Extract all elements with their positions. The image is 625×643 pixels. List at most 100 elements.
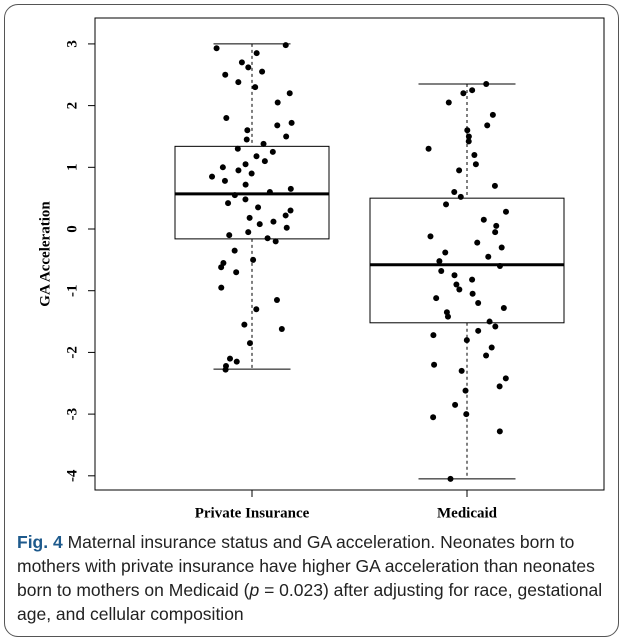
data-point (231, 247, 238, 254)
data-point (282, 212, 289, 219)
data-point (474, 239, 481, 246)
y-tick-label: -3 (64, 408, 80, 421)
data-point (492, 323, 499, 330)
y-tick-label: 2 (64, 102, 80, 110)
data-point (465, 133, 472, 140)
data-point (231, 192, 238, 199)
data-point (261, 158, 268, 165)
data-point (496, 428, 503, 435)
data-point (488, 344, 495, 351)
caption-label: Fig. 4 (17, 532, 63, 552)
caption-text: Maternal insurance status and GA acceler… (17, 532, 595, 600)
data-point (282, 42, 289, 49)
data-point (287, 207, 294, 214)
data-point (431, 361, 438, 368)
data-point (483, 81, 490, 88)
data-point (462, 387, 469, 394)
data-point (475, 300, 482, 307)
data-point (283, 133, 290, 140)
data-point (484, 122, 491, 129)
data-point (245, 64, 252, 71)
data-point (443, 201, 450, 208)
data-point (242, 161, 249, 168)
data-point (233, 269, 240, 276)
data-point (486, 318, 493, 325)
data-point (469, 276, 476, 283)
data-point (235, 167, 242, 174)
y-tick-label: 3 (64, 40, 80, 48)
data-point (457, 193, 464, 200)
data-point (209, 173, 216, 180)
data-point (233, 358, 240, 365)
data-point (274, 99, 281, 106)
data-point (248, 170, 255, 177)
data-point (471, 151, 478, 158)
data-point (451, 272, 458, 279)
data-point (430, 414, 437, 421)
data-point (273, 296, 280, 303)
data-point (244, 127, 251, 134)
data-point (492, 229, 499, 236)
caption-symbol: p (249, 580, 260, 600)
data-point (235, 79, 242, 86)
data-point (274, 122, 281, 129)
data-point (452, 401, 459, 408)
data-point (246, 214, 253, 221)
caption-text: = 0.023) after adjusting for race, gesta… (17, 580, 603, 624)
data-point (226, 355, 233, 362)
data-point (219, 164, 226, 171)
data-point (242, 196, 249, 203)
data-point (460, 90, 467, 97)
data-point (496, 383, 503, 390)
y-tick-label: 0 (64, 225, 80, 233)
data-point (469, 290, 476, 297)
data-point (496, 263, 503, 270)
data-point (288, 119, 295, 126)
data-point (453, 281, 460, 288)
data-point (246, 340, 253, 347)
data-point (444, 313, 451, 320)
data-point (489, 111, 496, 118)
data-point (425, 145, 432, 152)
data-point (465, 138, 472, 145)
data-point (253, 50, 260, 57)
data-point (243, 136, 250, 143)
data-point (278, 325, 285, 332)
data-point (451, 188, 458, 195)
data-point (253, 306, 260, 313)
data-point (283, 224, 290, 231)
data-point (463, 337, 470, 344)
data-point (245, 229, 252, 236)
data-point (456, 286, 463, 293)
data-point (222, 71, 229, 78)
data-point (445, 99, 452, 106)
data-point (458, 367, 465, 374)
data-point (264, 235, 271, 242)
data-point (500, 304, 507, 311)
data-point (255, 204, 262, 211)
data-point (238, 59, 245, 66)
data-point (491, 182, 498, 189)
x-tick-label: Medicaid (437, 505, 498, 521)
data-point (485, 253, 492, 260)
data-point (218, 264, 225, 271)
chart: GA Acceleration -4 -3 -2 -1 0 1 2 3 Private Insu… (37, 17, 605, 521)
box (369, 197, 565, 324)
data-point (502, 375, 509, 382)
data-point (469, 87, 476, 94)
data-point (498, 244, 505, 251)
data-point (472, 161, 479, 168)
data-point (272, 238, 279, 245)
y-axis-title: GA Acceleration (37, 201, 53, 307)
data-point (438, 267, 445, 274)
data-point (427, 233, 434, 240)
data-point (270, 218, 277, 225)
y-tick-label: -4 (64, 469, 80, 482)
data-point (223, 114, 230, 121)
data-point (483, 352, 490, 359)
data-point (256, 221, 263, 228)
data-point (463, 411, 470, 418)
data-point (234, 145, 241, 152)
data-point (430, 332, 437, 339)
data-point (221, 177, 228, 184)
